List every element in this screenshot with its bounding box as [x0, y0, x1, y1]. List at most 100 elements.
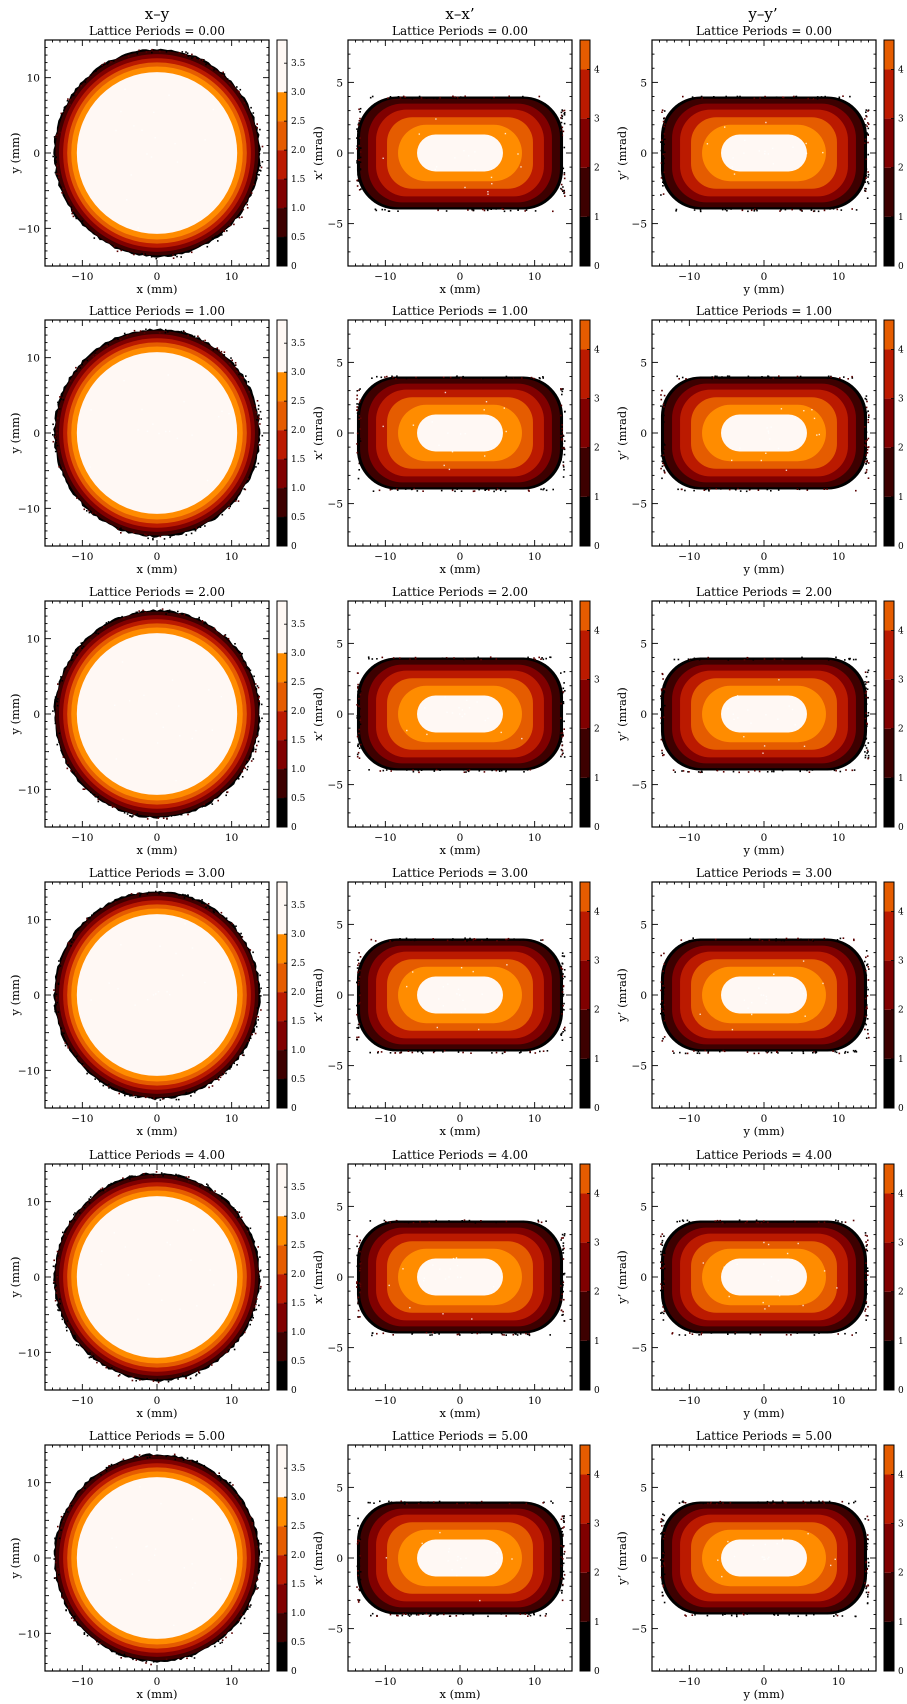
colorbar-segment — [884, 679, 894, 729]
y-axis-label: y (mm) — [8, 413, 22, 455]
colorbar-segment — [580, 728, 590, 778]
colorbar-tick-label: 4 — [898, 626, 904, 636]
colorbar-tick-label: 1.0 — [291, 1328, 306, 1338]
x-tick-label: 10 — [832, 832, 845, 844]
y-tick-label: 5 — [336, 1201, 343, 1213]
colorbar-segment — [277, 1445, 287, 1469]
colorbar-segment — [277, 682, 287, 712]
y-tick-label: 0 — [640, 1553, 647, 1565]
colorbar-tick-label: 3 — [594, 395, 600, 405]
colorbar-frame — [276, 39, 288, 267]
colorbar-frame — [276, 600, 288, 828]
tick-marks — [651, 39, 877, 267]
y-tick-label: 10 — [27, 1197, 40, 1209]
contour-level-6 — [417, 1539, 503, 1577]
colorbar-tick-label: 3 — [594, 1520, 600, 1530]
colorbar-segment — [277, 1303, 287, 1333]
colorbar-segment — [277, 1526, 287, 1556]
colorbar-segment — [277, 1613, 287, 1643]
subplot-r3-c0: Lattice Periods = 3.00 −10 0 10 10 0 −10 x (mm)… — [8, 866, 306, 1138]
colorbar-tick-label: 3.5 — [291, 1183, 306, 1193]
colorbar-segment — [277, 740, 287, 770]
x-tick-label: −10 — [374, 1676, 396, 1688]
panel-title: Lattice Periods = 4.00 — [89, 1148, 225, 1162]
x-axis-label: x (mm) — [440, 562, 481, 576]
colorbar-segment — [277, 963, 287, 993]
x-tick-label: 0 — [457, 1113, 464, 1125]
x-tick-label: −10 — [71, 271, 93, 283]
colorbar: 4 3 2 1 0 — [883, 39, 904, 272]
colorbar-tick-label: 0.5 — [291, 513, 306, 523]
colorbar: 3.5 3.0 2.5 2.0 1.5 1.0 0.5 0 — [276, 39, 306, 272]
colorbar-tick-label: 2.5 — [291, 1241, 306, 1251]
colorbar-segment — [884, 1164, 894, 1194]
colorbar-segment — [580, 320, 590, 350]
colorbar-tick-label: 2 — [898, 1006, 904, 1016]
x-axis-label: x (mm) — [137, 562, 178, 576]
speckle-noise — [53, 1453, 263, 1666]
contour-fill — [356, 1500, 566, 1618]
colorbar-tick-label: 1 — [898, 1337, 904, 1347]
x-axis-label: y (mm) — [743, 1124, 785, 1138]
x-tick-label: 0 — [457, 1676, 464, 1688]
contour-level-6 — [76, 914, 238, 1076]
colorbar-segment — [884, 398, 894, 448]
colorbar-tick-label: 3.0 — [291, 930, 306, 940]
panel-title: Lattice Periods = 3.00 — [89, 866, 225, 880]
colorbar-tick-label: 2.0 — [291, 1270, 306, 1280]
colorbar-tick-label: 2 — [898, 1288, 904, 1298]
y-tick-label: 0 — [33, 709, 40, 721]
colorbar-tick-label: 2 — [594, 1288, 600, 1298]
subplot-r5-c0: Lattice Periods = 5.00 −10 0 10 10 0 −10 x (mm)… — [8, 1429, 306, 1701]
speckle-noise — [660, 95, 870, 213]
contour-fill — [356, 95, 566, 213]
contour-fill — [356, 656, 566, 774]
y-axis-label: y’ (mrad) — [615, 968, 629, 1022]
colorbar-segment — [884, 1445, 894, 1475]
y-tick-label: 5 — [336, 77, 343, 89]
colorbar-segment — [277, 401, 287, 431]
colorbar-segment — [580, 349, 590, 399]
colorbar: 3.5 3.0 2.5 2.0 1.5 1.0 0.5 0 — [276, 881, 306, 1114]
colorbar-segment — [277, 711, 287, 741]
x-tick-label: 0 — [457, 832, 464, 844]
speckle-noise — [52, 328, 264, 541]
column-title: y–y’ — [747, 5, 777, 23]
y-axis-label: x’ (mrad) — [311, 126, 325, 179]
y-tick-label: 10 — [27, 634, 40, 646]
colorbar-frame — [579, 881, 591, 1109]
colorbar-tick-label: 1 — [594, 1055, 600, 1065]
speckle-noise — [356, 937, 566, 1055]
colorbar-segment — [277, 1468, 287, 1498]
colorbar: 4 3 2 1 0 — [883, 1444, 904, 1677]
colorbar-segment — [580, 960, 590, 1010]
colorbar-segment — [884, 1621, 894, 1671]
colorbar-segment — [277, 430, 287, 460]
colorbar: 4 3 2 1 0 — [883, 881, 904, 1114]
colorbar-segment — [884, 1058, 894, 1108]
speckle-noise — [660, 937, 870, 1055]
colorbar-segment — [884, 1340, 894, 1390]
colorbar-tick-label: 0 — [291, 1386, 297, 1396]
tick-marks — [44, 319, 270, 547]
x-tick-label: 10 — [528, 1395, 541, 1407]
colorbar-tick-label: 0 — [594, 1104, 600, 1114]
colorbar-frame — [883, 39, 895, 267]
y-tick-label: 0 — [336, 990, 343, 1002]
colorbar-segment — [580, 679, 590, 729]
panel-title: Lattice Periods = 3.00 — [392, 866, 528, 880]
colorbar-tick-label: 2.5 — [291, 397, 306, 407]
x-tick-label: 0 — [154, 551, 161, 563]
panel-title: Lattice Periods = 0.00 — [89, 24, 225, 38]
colorbar-segment — [277, 150, 287, 180]
contour-fill — [53, 890, 262, 1101]
colorbar-tick-label: 3 — [594, 957, 600, 967]
x-tick-label: 10 — [225, 1113, 238, 1125]
contour-level-6 — [721, 414, 807, 452]
x-tick-label: 0 — [761, 1676, 768, 1688]
y-axis-label: y (mm) — [8, 133, 22, 175]
x-axis-label: x (mm) — [440, 1406, 481, 1420]
x-tick-label: 10 — [528, 1113, 541, 1125]
colorbar-tick-label: 0.5 — [291, 1357, 306, 1367]
